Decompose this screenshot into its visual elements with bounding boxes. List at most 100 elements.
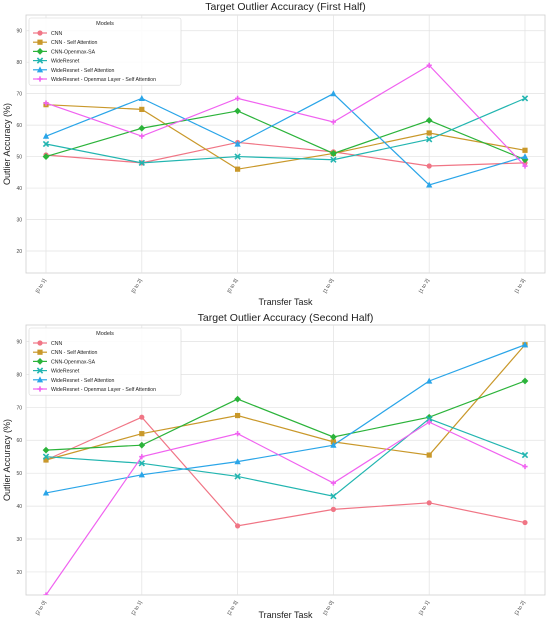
legend-marker [36, 48, 44, 55]
data-point [426, 452, 432, 458]
series-3 [42, 107, 529, 164]
data-point [426, 130, 432, 136]
legend-marker [36, 358, 44, 365]
data-point [138, 94, 145, 101]
data-point [521, 377, 529, 385]
legend: Models CNN CNN - Self Attention CNN-Openmax… [28, 17, 182, 86]
legend-marker [37, 349, 43, 355]
series-5 [42, 90, 529, 188]
data-point [522, 147, 528, 153]
chart-title: Target Outlier Accuracy (First Half) [205, 1, 365, 13]
legend-entry: CNN - Self Attention [51, 350, 98, 356]
data-point [235, 523, 241, 529]
y-tick-label: 90 [16, 339, 22, 345]
data-point [42, 453, 50, 460]
legend-entry: WideResnet [51, 369, 80, 375]
y-tick-label: 80 [16, 372, 22, 378]
data-point [330, 433, 337, 441]
series-line [45, 380, 526, 451]
data-point [521, 451, 529, 459]
legend-marker [36, 376, 44, 383]
y-axis-label: Outlier Accuracy (%) [2, 103, 12, 185]
legend-marker [37, 76, 43, 82]
data-point [43, 457, 49, 463]
y-tick-label: 70 [16, 405, 22, 411]
x-tick-label: [3 to 0] [322, 599, 335, 616]
data-point [235, 95, 241, 101]
x-tick-label: [2 to 1] [131, 599, 144, 616]
series-line [45, 141, 526, 167]
series-line [45, 421, 526, 595]
series-4 [42, 415, 529, 500]
data-point [139, 454, 145, 460]
y-tick-label: 60 [16, 123, 22, 129]
data-point [330, 156, 337, 163]
legend-marker [36, 66, 44, 73]
x-tick-label: [0 to 2] [131, 277, 144, 294]
data-point [426, 415, 433, 423]
data-point [426, 62, 432, 68]
data-point [234, 153, 241, 160]
data-point [522, 163, 528, 169]
series-6 [43, 62, 528, 169]
data-point [42, 132, 50, 139]
y-tick-label: 40 [16, 504, 22, 510]
legend-title: Models [96, 331, 114, 337]
legend-marker [36, 367, 44, 374]
y-tick-label: 50 [16, 155, 22, 161]
x-tick-label: [0 to 1] [35, 277, 48, 294]
x-tick-label: [2 to 3] [226, 599, 239, 616]
legend-entry: WideResnet - Self Attention [51, 378, 115, 384]
series-line [45, 97, 526, 164]
legend-entry: WideResnet - Openmax Layer - Self Attent… [51, 77, 156, 83]
data-point [521, 95, 529, 102]
data-point [522, 519, 528, 526]
data-point [234, 395, 241, 403]
data-point [235, 166, 241, 172]
data-point [234, 107, 241, 115]
data-point [330, 506, 336, 512]
data-point [522, 463, 528, 470]
x-tick-label: [2 to 0] [35, 599, 48, 616]
legend-entry: CNN-Openmax-SA [51, 49, 96, 55]
data-point [425, 117, 433, 124]
data-point [234, 140, 241, 147]
y-tick-label: 90 [16, 29, 22, 35]
data-point [139, 133, 145, 139]
legend-entry: WideResnet - Self Attention [51, 68, 115, 74]
x-tick-label: [3 to 1] [418, 599, 431, 616]
legend-marker [37, 39, 43, 45]
series-line [45, 344, 526, 494]
data-point [138, 159, 145, 167]
data-point [426, 377, 433, 384]
legend-marker [36, 57, 44, 64]
y-tick-label: 50 [16, 471, 22, 477]
data-point [42, 153, 50, 160]
data-point [138, 124, 146, 132]
chart-panel-2: 20 30 40 50 60 70 80 90 [2 to 0] [2 to 1] [2 to 3]… [2, 312, 546, 620]
data-point [138, 460, 145, 467]
series-4 [42, 95, 529, 167]
data-point [139, 106, 145, 112]
series-line [45, 104, 526, 170]
data-point [330, 493, 337, 500]
x-tick-label: [1 to 3] [514, 277, 527, 294]
legend-box [28, 17, 182, 86]
legend-entry: CNN [51, 341, 62, 347]
data-point [138, 441, 146, 449]
y-tick-label: 20 [16, 570, 22, 576]
data-point [521, 341, 529, 348]
legend-entry: CNN - Self Attention [51, 40, 98, 46]
data-point [330, 480, 336, 486]
data-point [330, 150, 337, 157]
data-point [43, 100, 49, 106]
data-point [330, 119, 336, 125]
y-tick-label: 20 [16, 249, 22, 255]
chart-panel-1: 20 30 40 50 60 70 80 90 [0 to 1] [0 to 2] [0 to 3]… [2, 1, 546, 307]
series-6 [43, 419, 528, 595]
legend-marker [37, 386, 43, 392]
x-axis-label: Transfer Task [258, 610, 313, 620]
legend-entry: CNN [51, 31, 62, 37]
